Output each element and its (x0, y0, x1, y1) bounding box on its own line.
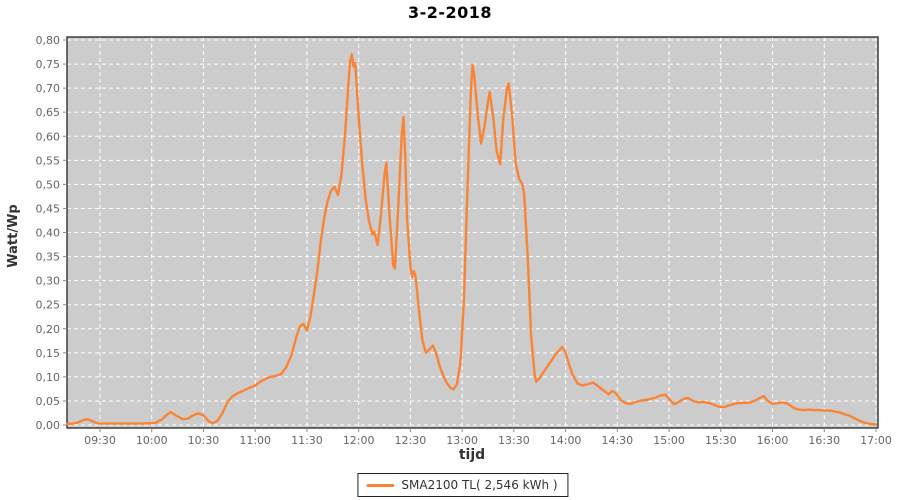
y-tick-label: 0,70 (36, 82, 61, 95)
y-tick-label: 0,55 (36, 154, 61, 167)
x-tick-label: 11:00 (239, 434, 271, 447)
legend-box: SMA2100 TL( 2,546 kWh ) (357, 473, 569, 497)
legend-label: SMA2100 TL( 2,546 kWh ) (401, 478, 558, 492)
x-tick-label: 13:30 (498, 434, 530, 447)
y-tick-label: 0,40 (36, 227, 61, 240)
x-tick-label: 16:30 (808, 434, 840, 447)
x-tick-label: 10:00 (136, 434, 168, 447)
y-tick-label: 0,00 (36, 419, 61, 432)
y-tick-label: 0,60 (36, 130, 61, 143)
x-tick-label: 11:30 (291, 434, 323, 447)
series-line (66, 53, 878, 426)
x-tick-label: 10:30 (188, 434, 220, 447)
y-tick-label: 0,50 (36, 178, 61, 191)
y-tick-label: 0,05 (36, 395, 61, 408)
y-tick-label: 0,20 (36, 323, 61, 336)
x-tick-label: 16:00 (757, 434, 789, 447)
y-tick-label: 0,45 (36, 202, 61, 215)
x-tick-label: 14:00 (550, 434, 582, 447)
x-tick-label: 14:30 (601, 434, 633, 447)
y-tick-label: 0,80 (36, 34, 61, 47)
plot-area: 0,00 0,05 0,10 0,15 0,20 0,25 0,30 0,35 0,40 0,45… (36, 34, 892, 447)
x-tick-label: 12:30 (395, 434, 427, 447)
x-axis-title: tijd (459, 447, 485, 463)
x-tick-label: 17:00 (860, 434, 892, 447)
y-axis-title: Watt/Wp (6, 204, 21, 267)
y-tick-label: 0,15 (36, 347, 61, 360)
x-tick-label: 12:00 (343, 434, 375, 447)
y-tick-label: 0,35 (36, 251, 61, 264)
chart-title: 3-2-2018 (407, 3, 493, 22)
x-tick-label: 15:00 (653, 434, 685, 447)
legend-line-swatch (366, 483, 395, 487)
y-tick-label: 0,25 (36, 299, 61, 312)
x-tick-label: 13:00 (446, 434, 478, 447)
x-tick-label: 15:30 (705, 434, 737, 447)
y-tick-label: 0,10 (36, 371, 61, 384)
y-tick-label: 0,30 (36, 275, 61, 288)
x-tick-label: 09:30 (84, 434, 116, 447)
y-tick-label: 0,75 (36, 58, 61, 71)
y-tick-label: 0,65 (36, 106, 61, 119)
